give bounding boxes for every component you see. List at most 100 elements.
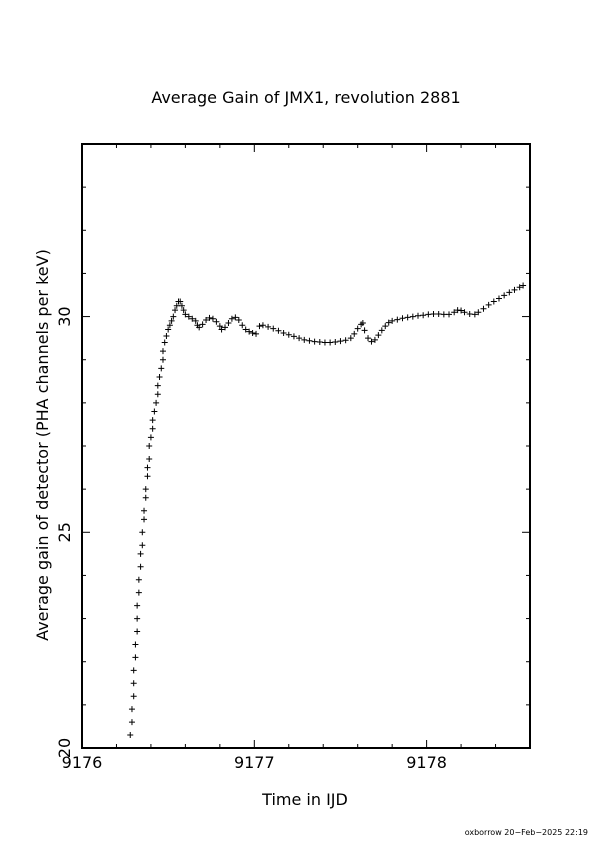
data-point bbox=[382, 323, 389, 330]
y-axis-label: Average gain of detector (PHA channels p… bbox=[33, 249, 52, 641]
data-point bbox=[153, 399, 160, 406]
x-tick-label: 9176 bbox=[62, 753, 103, 772]
data-point bbox=[361, 327, 368, 334]
data-point bbox=[359, 320, 366, 327]
data-point bbox=[394, 316, 401, 323]
data-point bbox=[159, 356, 166, 363]
data-point bbox=[168, 317, 175, 324]
data-point bbox=[265, 323, 272, 330]
data-point bbox=[154, 391, 161, 398]
data-point bbox=[296, 335, 303, 342]
y-tick-label: 25 bbox=[55, 522, 74, 542]
data-point bbox=[154, 382, 161, 389]
data-point bbox=[506, 289, 513, 296]
chart-title: Average Gain of JMX1, revolution 2881 bbox=[151, 88, 460, 107]
data-point bbox=[130, 667, 137, 674]
data-point bbox=[399, 315, 406, 322]
data-point bbox=[137, 563, 144, 570]
data-point bbox=[495, 295, 502, 302]
data-point bbox=[165, 326, 172, 333]
data-point bbox=[149, 425, 156, 432]
data-point bbox=[458, 307, 465, 314]
data-point bbox=[147, 434, 154, 441]
data-point bbox=[480, 305, 487, 312]
data-point bbox=[142, 486, 149, 493]
data-point bbox=[135, 576, 142, 583]
data-point bbox=[404, 314, 411, 321]
data-point bbox=[213, 318, 220, 325]
data-point bbox=[149, 417, 156, 424]
data-point bbox=[199, 321, 206, 328]
data-point bbox=[311, 338, 318, 345]
data-point bbox=[141, 507, 148, 514]
data-point bbox=[163, 332, 170, 339]
data-point bbox=[172, 307, 179, 314]
data-point bbox=[285, 331, 292, 338]
data-point bbox=[146, 443, 153, 449]
data-point bbox=[385, 319, 392, 326]
data-point bbox=[228, 315, 235, 322]
data-point bbox=[209, 315, 216, 322]
axis-ticks bbox=[81, 143, 531, 749]
data-point bbox=[253, 330, 260, 337]
data-point bbox=[182, 311, 189, 318]
data-point bbox=[134, 602, 141, 609]
x-tick-label: 9177 bbox=[234, 753, 275, 772]
data-point bbox=[225, 320, 232, 327]
data-point bbox=[371, 336, 378, 343]
data-point bbox=[306, 337, 313, 344]
data-point bbox=[128, 706, 135, 713]
data-point bbox=[235, 317, 242, 324]
data-point bbox=[446, 311, 453, 318]
data-point bbox=[232, 314, 239, 321]
data-point bbox=[516, 284, 523, 291]
data-point bbox=[170, 313, 177, 320]
data-point bbox=[159, 348, 166, 355]
data-point bbox=[127, 732, 134, 739]
data-point bbox=[132, 654, 139, 661]
data-point bbox=[142, 494, 149, 501]
x-tick-label: 9178 bbox=[406, 753, 447, 772]
data-point bbox=[430, 310, 437, 317]
data-point bbox=[130, 693, 137, 700]
data-point bbox=[192, 317, 199, 324]
data-point bbox=[327, 339, 334, 346]
data-point bbox=[420, 312, 427, 319]
data-point bbox=[389, 317, 396, 324]
data-point bbox=[135, 589, 142, 596]
data-point bbox=[316, 339, 323, 346]
data-point bbox=[440, 311, 447, 318]
data-point bbox=[332, 339, 339, 346]
data-point bbox=[425, 311, 432, 318]
data-point bbox=[375, 332, 382, 339]
data-point bbox=[128, 719, 135, 726]
data-point bbox=[378, 327, 385, 334]
data-point bbox=[259, 322, 266, 329]
data-point bbox=[206, 314, 213, 321]
data-point bbox=[218, 326, 225, 333]
data-point bbox=[134, 628, 141, 635]
data-point bbox=[485, 301, 492, 308]
y-tick-label: 20 bbox=[55, 738, 74, 758]
data-point bbox=[222, 324, 229, 331]
data-point bbox=[158, 365, 165, 372]
data-point bbox=[134, 615, 141, 622]
data-point bbox=[180, 307, 187, 314]
data-point bbox=[354, 325, 361, 332]
data-point bbox=[203, 317, 210, 324]
data-point bbox=[189, 315, 196, 322]
data-point bbox=[144, 464, 151, 471]
data-point bbox=[490, 298, 497, 305]
data-point bbox=[178, 302, 185, 309]
data-point bbox=[275, 327, 282, 334]
data-point bbox=[520, 282, 527, 289]
data-point bbox=[290, 333, 297, 340]
data-point bbox=[166, 322, 173, 329]
data-point bbox=[249, 329, 256, 336]
data-point bbox=[351, 330, 358, 337]
data-point bbox=[132, 641, 139, 648]
data-point bbox=[337, 338, 344, 345]
data-point bbox=[511, 286, 518, 293]
data-point bbox=[321, 339, 328, 346]
